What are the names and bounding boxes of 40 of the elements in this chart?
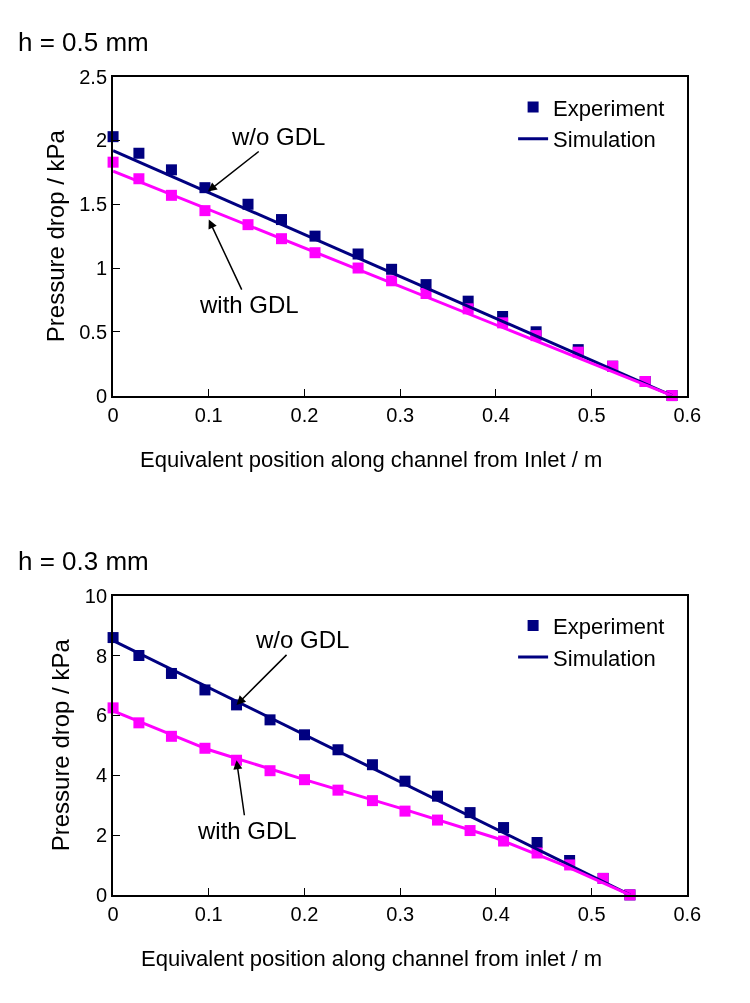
y-tick-label: 0 <box>95 384 108 407</box>
x-tick-label: 0.5 <box>577 902 606 925</box>
x-axis-title: Equivalent position along channel from inlet / m <box>141 946 603 971</box>
y-tick-label: 10 <box>84 584 108 607</box>
y-tick-label: 2 <box>95 129 108 152</box>
legend-label: Experiment <box>553 614 665 640</box>
x-tick-label: 0.2 <box>290 902 319 925</box>
x-tick-label: 0.5 <box>577 403 606 426</box>
legend-label: Simulation <box>553 127 656 153</box>
y-tick-label: 1 <box>95 257 108 280</box>
annotation: w/o GDL <box>255 626 350 653</box>
y-tick-label: 8 <box>95 644 108 667</box>
y-tick-label: 1.5 <box>79 193 108 216</box>
annotation: with GDL <box>199 291 299 318</box>
annotation: w/o GDL <box>231 123 326 150</box>
x-tick-label: 0.2 <box>290 403 319 426</box>
x-tick-label: 0.1 <box>194 403 223 426</box>
y-axis-title: Pressure drop / kPa <box>41 129 69 343</box>
y-axis-title: Pressure drop / kPa <box>47 638 75 852</box>
y-tick-label: 6 <box>95 704 108 727</box>
legend-label: Experiment <box>553 95 665 121</box>
x-tick-label: 0.1 <box>194 902 223 925</box>
y-tick-label: 2.5 <box>79 65 108 88</box>
point <box>133 147 145 159</box>
point <box>165 164 177 176</box>
chart-title: h = 0.5 mm <box>18 27 149 57</box>
x-axis-title: Equivalent position along channel from Inlet / m <box>140 447 603 472</box>
x-tick-label: 0.3 <box>386 902 415 925</box>
x-tick-label: 0.4 <box>482 403 510 426</box>
chart-title: h = 0.3 mm <box>18 546 149 576</box>
legend-label: Simulation <box>553 645 656 671</box>
y-tick-label: 0.5 <box>79 320 108 343</box>
y-tick-label: 0 <box>95 883 108 906</box>
x-tick-label: 0.6 <box>673 902 702 925</box>
x-tick-label: 0.4 <box>482 902 510 925</box>
x-tick-label: 0.3 <box>386 403 415 426</box>
y-tick-label: 2 <box>95 824 108 847</box>
y-tick-label: 4 <box>95 764 108 787</box>
annotation: with GDL <box>197 817 297 844</box>
x-tick-label: 0.6 <box>673 403 702 426</box>
